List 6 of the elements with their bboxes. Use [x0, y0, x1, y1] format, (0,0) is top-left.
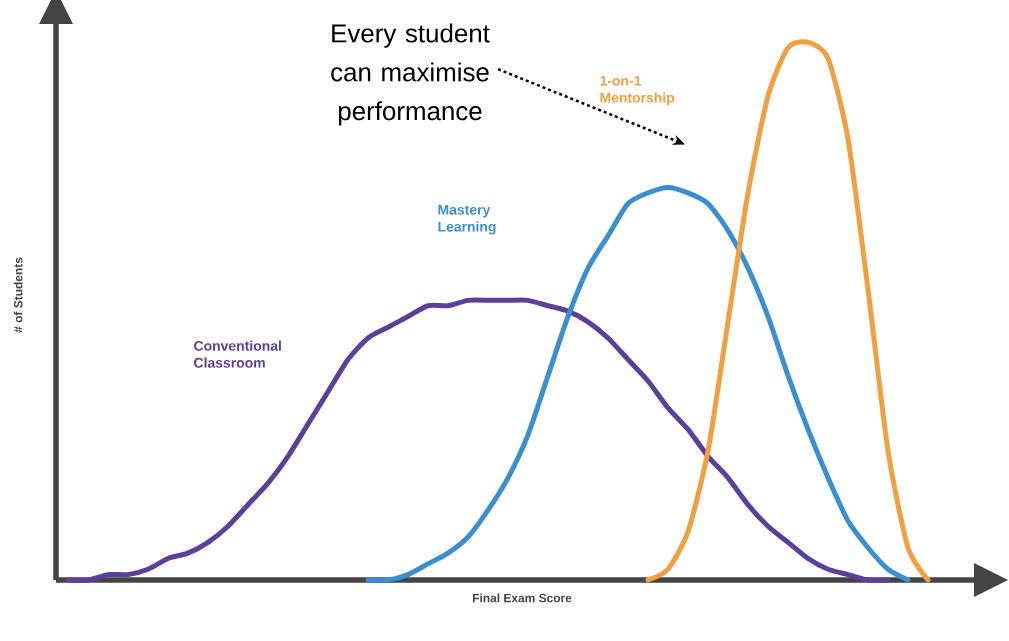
annotation: Every student can maximise performance: [331, 23, 490, 126]
text: Conventional Classroom: [194, 340, 281, 368]
text: 1-on-1 Mentorship: [600, 75, 675, 106]
x-axis-title: Final Exam Score: [472, 593, 572, 603]
y-axis-title: # of Students: [13, 257, 23, 333]
text: Mastery Learning: [438, 204, 496, 235]
